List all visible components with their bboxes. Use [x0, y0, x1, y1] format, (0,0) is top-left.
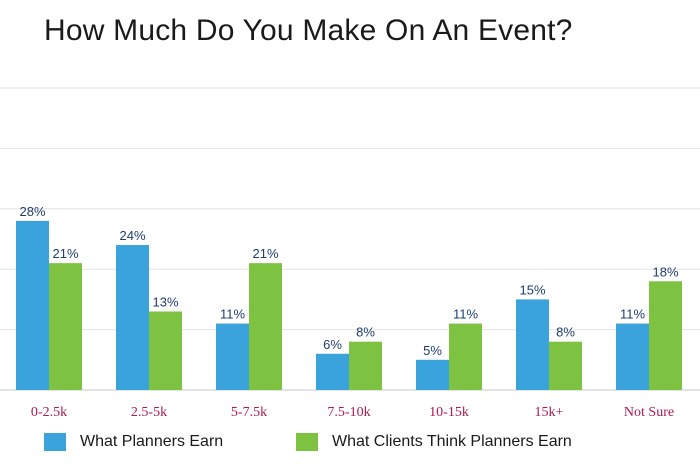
legend-item-planners: What Planners Earn — [44, 428, 223, 456]
x-tick-label-1: 0-2.5k — [31, 405, 67, 420]
bar-clients-1 — [49, 263, 82, 390]
bar-planners-6 — [516, 299, 549, 390]
bar-planners-2 — [116, 245, 149, 390]
legend: What Planners Earn What Clients Think Pl… — [0, 428, 700, 456]
legend-item-clients: What Clients Think Planners Earn — [296, 428, 572, 456]
bar-planners-4 — [316, 353, 349, 390]
bar-planners-5 — [416, 359, 449, 390]
data-label-planners-3: 11% — [220, 307, 245, 322]
x-tick-label-7: Not Sure — [624, 405, 674, 420]
bar-clients-2 — [149, 311, 182, 390]
data-label-planners-6: 15% — [519, 282, 545, 297]
data-label-clients-5: 11% — [453, 307, 478, 322]
value-labels: 28% 21% 24% 13% 11% 21% 6% 8% 5% 11% 15% 8% 11% 18% — [19, 204, 678, 358]
data-label-clients-1: 21% — [52, 246, 78, 261]
legend-swatch-planners — [44, 433, 66, 451]
bar-planners-1 — [16, 220, 49, 390]
data-label-clients-4: 8% — [356, 325, 375, 340]
data-label-planners-2: 24% — [119, 228, 145, 243]
legend-swatch-clients — [296, 433, 318, 451]
bar-clients-3 — [249, 263, 282, 390]
x-tick-label-4: 7.5-10k — [327, 405, 370, 420]
data-label-planners-1: 28% — [19, 204, 45, 219]
data-label-planners-4: 6% — [323, 337, 342, 352]
bar-clients-7 — [649, 281, 682, 390]
bars — [16, 220, 682, 390]
data-label-planners-5: 5% — [423, 343, 442, 358]
category-axis: 0-2.5k 2.5-5k 5-7.5k 7.5-10k 10-15k 15k+ Not S… — [31, 405, 674, 420]
bar-clients-6 — [549, 341, 582, 390]
bar-planners-3 — [216, 323, 249, 390]
data-label-clients-6: 8% — [556, 325, 575, 340]
bar-clients-4 — [349, 341, 382, 390]
bar-chart: 28% 21% 24% 13% 11% 21% 6% 8% 5% 11% 15% 8% 11% 18% 0… — [0, 87, 700, 420]
x-tick-label-2: 2.5-5k — [131, 405, 167, 420]
data-label-planners-7: 11% — [620, 307, 645, 322]
bar-clients-5 — [449, 323, 482, 390]
x-tick-label-3: 5-7.5k — [231, 405, 267, 420]
x-tick-label-6: 15k+ — [535, 405, 564, 420]
bar-planners-7 — [616, 323, 649, 390]
data-label-clients-7: 18% — [652, 264, 678, 279]
legend-label-clients: What Clients Think Planners Earn — [332, 433, 572, 450]
data-label-clients-2: 13% — [152, 294, 178, 309]
legend-label-planners: What Planners Earn — [80, 433, 224, 450]
chart-title: How Much Do You Make On An Event? — [44, 14, 573, 47]
x-tick-label-5: 10-15k — [429, 405, 469, 420]
data-label-clients-3: 21% — [252, 246, 278, 261]
